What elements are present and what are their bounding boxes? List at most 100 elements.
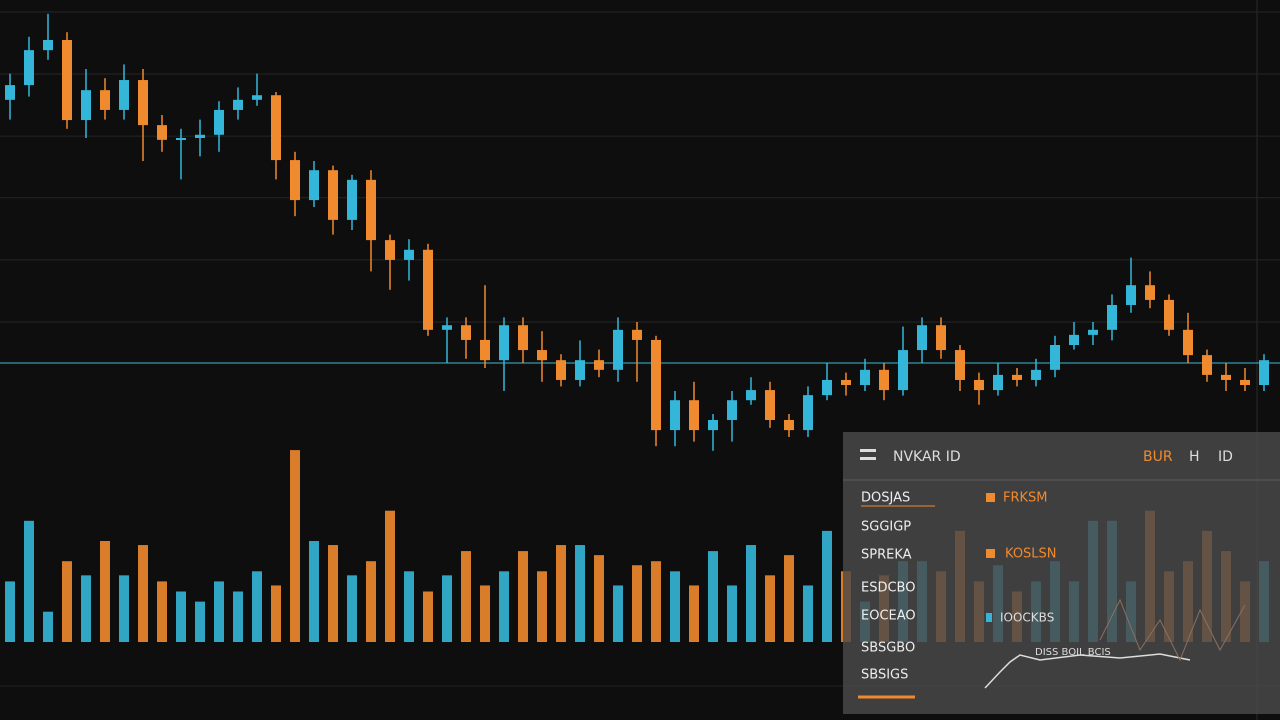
header-item[interactable]: H <box>1189 449 1200 465</box>
volume-bar <box>62 561 72 642</box>
volume-bar <box>43 611 53 642</box>
volume-bar <box>613 585 623 642</box>
candle-body <box>1221 374 1231 380</box>
volume-bar <box>461 551 471 642</box>
candle-body <box>43 40 53 51</box>
volume-bar <box>385 510 395 642</box>
candle-body <box>575 360 585 380</box>
candle-body <box>1259 360 1269 386</box>
candle-body <box>1107 304 1117 330</box>
panel-icon <box>860 449 876 452</box>
candle-body <box>100 90 110 110</box>
candle-body <box>822 379 832 396</box>
candle-body <box>727 400 737 420</box>
header-item[interactable]: ID <box>1218 449 1233 465</box>
candle-body <box>233 99 243 110</box>
legend-swatch <box>986 549 995 558</box>
candle-body <box>803 395 813 431</box>
volume-bar <box>727 585 737 642</box>
volume-bar <box>5 581 15 642</box>
mini-line <box>984 653 1191 689</box>
volume-bar <box>366 561 376 642</box>
candle-body <box>1088 329 1098 335</box>
item-label: KOSLSN <box>1005 547 1057 562</box>
panel-bg <box>843 432 1280 714</box>
legend-swatch <box>986 613 992 622</box>
candle-body <box>385 240 395 260</box>
candle-body <box>24 50 34 86</box>
candle-body <box>1145 285 1155 300</box>
candle-body <box>480 339 490 361</box>
volume-bar <box>157 581 167 642</box>
volume-bar <box>24 520 34 642</box>
candle-body <box>1164 299 1174 330</box>
candle-body <box>442 325 452 330</box>
volume-bar <box>195 601 205 642</box>
candle-body <box>81 90 91 121</box>
candle-body <box>879 369 889 391</box>
volume-bar <box>803 585 813 642</box>
volume-bar <box>499 571 509 642</box>
candle-body <box>556 360 566 380</box>
volume-bar <box>765 575 775 642</box>
volume-bar <box>233 591 243 642</box>
row-label: DOSJAS <box>861 491 910 506</box>
candle-body <box>157 125 167 140</box>
volume-bar <box>347 575 357 642</box>
candle-body <box>993 374 1003 391</box>
item-label: FRKSM <box>1003 491 1048 506</box>
candle-body <box>594 360 604 370</box>
volume-bar <box>537 571 547 642</box>
candle-body <box>537 350 547 361</box>
volume-bar <box>423 591 433 642</box>
row-label: SBSIGS <box>861 668 908 683</box>
candle-body <box>5 85 15 100</box>
candle-body <box>936 325 946 351</box>
volume-bar <box>138 545 148 642</box>
candle-body <box>689 400 699 431</box>
candle-body <box>347 179 357 220</box>
candle-body <box>1183 329 1193 356</box>
volume-bar <box>176 591 186 642</box>
candle-body <box>1202 355 1212 375</box>
candle-body <box>1240 379 1250 386</box>
row-label: SPREKA <box>861 548 912 563</box>
candle-body <box>841 379 851 386</box>
volume-bar <box>594 555 604 642</box>
info-panel: NVKAR ID BUR H ID DOSJAS SGGIGP SPREKA E… <box>843 432 1280 714</box>
candle-body <box>1050 345 1060 370</box>
candle-body <box>328 170 338 220</box>
panel-note: DISS BOIL BCIS <box>1035 647 1111 658</box>
legend-swatch <box>986 493 995 502</box>
volume-bar <box>480 585 490 642</box>
candle-body <box>917 325 927 351</box>
candle-body <box>955 350 965 380</box>
candle-body <box>860 369 870 386</box>
volume-bar <box>442 575 452 642</box>
volume-bar <box>81 575 91 642</box>
candle-body <box>746 390 756 401</box>
candle-body <box>1031 369 1041 380</box>
candle-body <box>499 325 509 361</box>
candle-body <box>784 419 794 431</box>
volume-bar <box>708 551 718 642</box>
header-item[interactable]: BUR <box>1143 449 1173 465</box>
candle-body <box>651 339 661 431</box>
candle-body <box>366 179 376 241</box>
candle-body <box>613 329 623 370</box>
volume-bar <box>252 571 262 642</box>
mini-noise <box>1099 598 1246 662</box>
volume-bar <box>670 571 680 642</box>
candle-body <box>1069 334 1079 345</box>
candle-body <box>252 95 262 100</box>
candle-body <box>290 160 300 201</box>
row-label: EOCEAO <box>861 609 916 624</box>
candle-body <box>1012 374 1022 380</box>
panel-icon <box>860 457 876 460</box>
volume-bar <box>651 561 661 642</box>
volume-bar <box>556 545 566 642</box>
volume-bar <box>518 551 528 642</box>
row-label: ESDCBO <box>861 581 915 596</box>
candle-body <box>62 40 72 121</box>
